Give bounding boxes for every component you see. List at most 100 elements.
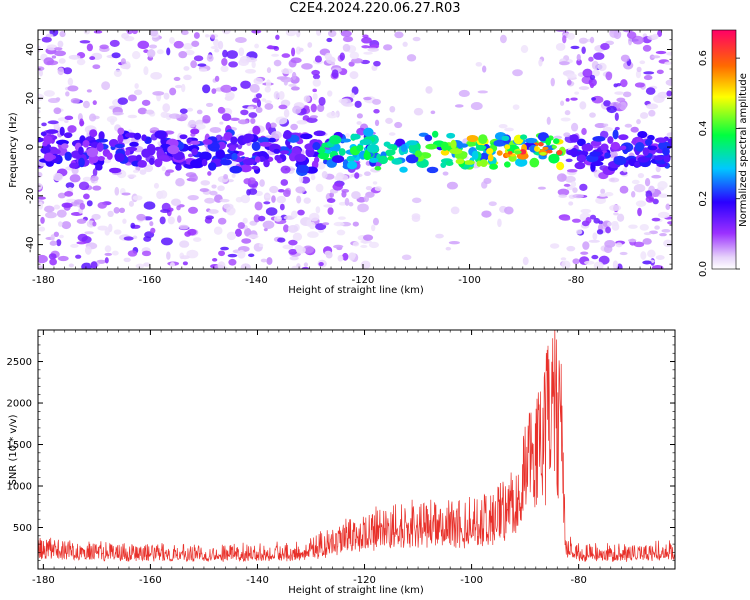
heatmap-x-axis-label: Height of straight line (km) bbox=[288, 285, 424, 296]
snr-x-ticks: -180 -160 -140 -120 -100 -80 bbox=[32, 330, 676, 586]
heatmap-cell-band bbox=[190, 140, 201, 145]
heatmap-cell bbox=[167, 216, 175, 225]
heatmap-cell bbox=[635, 70, 641, 79]
heatmap-cell-band bbox=[190, 128, 200, 135]
heatmap-cell bbox=[589, 74, 596, 80]
heatmap-cell bbox=[169, 36, 175, 44]
heatmap-cell bbox=[38, 69, 43, 77]
heatmap-cell bbox=[130, 222, 136, 229]
heatmap-cell bbox=[46, 33, 54, 38]
heatmap-cell bbox=[173, 76, 181, 81]
heatmap-cell-band bbox=[59, 126, 65, 136]
heatmap-cell bbox=[331, 69, 339, 79]
heatmap-cell-band bbox=[257, 137, 271, 144]
heatmap-cell-band bbox=[576, 138, 586, 147]
heatmap-cell bbox=[38, 66, 45, 71]
heatmap-cell bbox=[574, 91, 580, 95]
heatmap-cell bbox=[295, 246, 306, 254]
heatmap-cell bbox=[612, 260, 619, 269]
heatmap-cell bbox=[372, 217, 379, 226]
heatmap-cell bbox=[372, 98, 382, 105]
heatmap-cell bbox=[639, 223, 649, 231]
heatmap-cell-band bbox=[340, 138, 352, 143]
heatmap-cell bbox=[363, 51, 373, 55]
heatmap-cell bbox=[499, 34, 507, 44]
heatmap-cell bbox=[628, 224, 638, 229]
heatmap-cell-band bbox=[445, 160, 454, 166]
heatmap-cell bbox=[582, 68, 593, 78]
heatmap-cell bbox=[561, 260, 571, 269]
heatmap-cell-band bbox=[137, 159, 147, 168]
heatmap-cell bbox=[512, 104, 520, 110]
heatmap-cell bbox=[131, 50, 141, 60]
heatmap-cell bbox=[91, 213, 101, 220]
heatmap-cell-band bbox=[133, 132, 142, 140]
heatmap-cell bbox=[442, 171, 449, 176]
heatmap-cell bbox=[292, 105, 302, 114]
heatmap-cell bbox=[657, 91, 669, 99]
heatmap-cell bbox=[666, 90, 672, 97]
heatmap-cell bbox=[57, 67, 65, 76]
heatmap-cell-band bbox=[553, 138, 560, 144]
heatmap-cell-band bbox=[191, 148, 199, 156]
heatmap-cell bbox=[38, 93, 45, 101]
heatmap-cell bbox=[290, 57, 302, 64]
heatmap-cell bbox=[354, 100, 362, 108]
heatmap-cell bbox=[592, 232, 598, 241]
heatmap-cell-band bbox=[158, 155, 170, 161]
x-tick-label: -180 bbox=[32, 275, 55, 286]
heatmap-cell bbox=[412, 36, 421, 42]
heatmap-cell-band bbox=[556, 161, 565, 171]
heatmap-cell bbox=[183, 42, 193, 50]
heatmap-cell bbox=[196, 109, 203, 115]
heatmap-cell bbox=[580, 251, 589, 255]
heatmap-cell bbox=[214, 48, 220, 53]
colorbar-frame bbox=[711, 29, 737, 270]
heatmap-cell bbox=[298, 47, 304, 52]
heatmap-cell bbox=[566, 168, 578, 173]
heatmap-cell bbox=[99, 44, 109, 50]
heatmap-cell bbox=[210, 34, 216, 40]
heatmap-cell bbox=[242, 217, 248, 224]
heatmap-cell bbox=[38, 182, 43, 191]
heatmap-cell bbox=[656, 69, 664, 75]
heatmap-cell bbox=[41, 122, 47, 127]
heatmap-cell bbox=[57, 146, 68, 156]
heatmap-cell bbox=[287, 224, 299, 233]
heatmap-cell bbox=[264, 100, 272, 104]
heatmap-cell bbox=[639, 60, 646, 65]
heatmap-cell bbox=[190, 60, 197, 69]
heatmap-cell bbox=[45, 211, 57, 219]
heatmap-cell-band bbox=[653, 155, 664, 161]
heatmap-cell bbox=[667, 221, 672, 225]
heatmap-cell bbox=[202, 114, 211, 124]
heatmap-cell bbox=[67, 85, 79, 92]
heatmap-cell bbox=[282, 244, 294, 250]
heatmap-cell bbox=[610, 177, 615, 182]
heatmap-cell bbox=[566, 245, 576, 252]
heatmap-cell-band bbox=[479, 152, 489, 162]
heatmap-cell bbox=[127, 114, 138, 119]
heatmap-cell bbox=[619, 101, 627, 111]
heatmap-cell bbox=[658, 193, 668, 198]
heatmap-cell-band bbox=[581, 143, 594, 152]
heatmap-cell bbox=[237, 222, 246, 229]
heatmap-cell-band bbox=[489, 163, 498, 170]
heatmap-cell bbox=[356, 121, 362, 125]
heatmap-cell bbox=[43, 90, 55, 97]
heatmap-cell bbox=[303, 95, 311, 103]
heatmap-cell bbox=[556, 173, 567, 182]
heatmap-cell-band bbox=[114, 143, 125, 149]
heatmap-cell bbox=[291, 71, 297, 81]
heatmap-cell bbox=[38, 109, 41, 114]
heatmap-cell bbox=[49, 240, 58, 246]
heatmap-cell bbox=[614, 112, 619, 121]
heatmap-cell bbox=[144, 164, 154, 173]
heatmap-cell bbox=[372, 181, 378, 185]
heatmap-cell-band bbox=[426, 166, 439, 174]
y-tick-label: 1500 bbox=[7, 440, 32, 451]
heatmap-cell bbox=[265, 122, 272, 131]
heatmap-cell bbox=[163, 92, 170, 100]
heatmap-cell bbox=[89, 56, 96, 61]
heatmap-cell bbox=[188, 119, 197, 128]
